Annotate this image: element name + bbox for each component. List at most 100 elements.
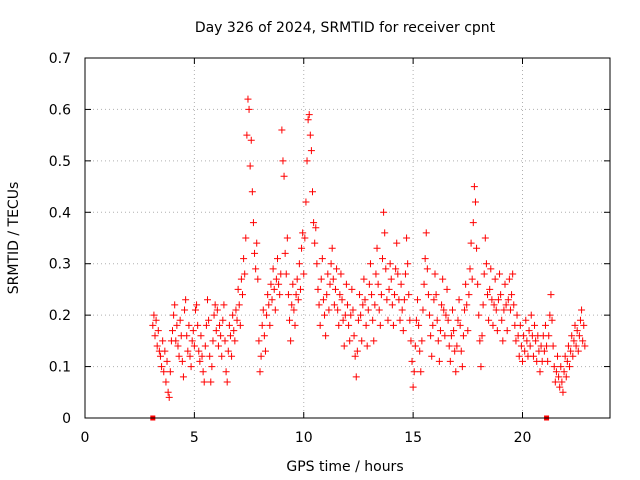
data-points bbox=[149, 95, 589, 421]
data-point bbox=[459, 332, 467, 340]
data-point bbox=[455, 296, 463, 304]
data-point bbox=[404, 260, 412, 268]
data-point bbox=[397, 280, 405, 288]
data-point bbox=[418, 337, 426, 345]
data-point bbox=[428, 352, 436, 360]
data-point bbox=[280, 172, 288, 180]
data-point bbox=[421, 255, 429, 263]
data-point bbox=[270, 285, 278, 293]
data-point bbox=[352, 373, 360, 381]
data-point bbox=[504, 296, 512, 304]
data-point bbox=[232, 306, 240, 314]
data-point bbox=[436, 327, 444, 335]
data-point bbox=[309, 188, 316, 196]
data-point bbox=[286, 316, 294, 324]
x-axis-title: GPS time / hours bbox=[286, 459, 403, 475]
data-point bbox=[165, 393, 173, 401]
data-point bbox=[338, 296, 346, 304]
data-point bbox=[491, 275, 499, 283]
data-point bbox=[261, 347, 269, 355]
data-point bbox=[412, 316, 420, 324]
data-point bbox=[420, 280, 428, 288]
data-point bbox=[241, 270, 249, 278]
data-point bbox=[240, 255, 248, 263]
data-point bbox=[159, 337, 167, 345]
data-point bbox=[546, 311, 554, 319]
data-point bbox=[234, 285, 242, 293]
data-point bbox=[226, 332, 234, 340]
y-tick-label: 0.1 bbox=[49, 360, 71, 376]
data-point bbox=[351, 352, 359, 360]
data-point bbox=[230, 327, 238, 335]
data-point bbox=[314, 285, 322, 293]
data-point bbox=[497, 291, 505, 299]
data-point bbox=[520, 332, 528, 340]
data-point bbox=[222, 368, 230, 376]
y-tick-label: 0.4 bbox=[49, 205, 71, 221]
data-point bbox=[549, 342, 557, 350]
data-point bbox=[281, 249, 289, 257]
data-point bbox=[440, 306, 448, 314]
data-point bbox=[154, 327, 162, 335]
data-point bbox=[468, 275, 476, 283]
data-point bbox=[361, 296, 369, 304]
data-point bbox=[181, 306, 189, 314]
data-point bbox=[267, 280, 275, 288]
data-point bbox=[291, 321, 299, 329]
data-point bbox=[527, 311, 535, 319]
data-point bbox=[467, 239, 475, 247]
data-point bbox=[499, 337, 507, 345]
data-point bbox=[496, 270, 504, 278]
y-tick-label: 0.7 bbox=[49, 51, 71, 67]
data-point bbox=[354, 316, 362, 324]
data-point bbox=[156, 352, 164, 360]
data-point bbox=[454, 316, 462, 324]
data-point bbox=[329, 275, 337, 283]
data-point bbox=[207, 378, 215, 386]
data-point bbox=[300, 270, 308, 278]
data-point bbox=[208, 363, 216, 371]
data-point bbox=[235, 301, 243, 309]
data-point bbox=[547, 291, 555, 299]
data-point bbox=[220, 301, 228, 309]
data-point bbox=[401, 270, 409, 278]
data-point bbox=[477, 363, 485, 371]
data-point bbox=[198, 352, 206, 360]
data-point bbox=[153, 342, 161, 350]
data-point bbox=[293, 275, 301, 283]
data-point bbox=[478, 332, 486, 340]
data-point bbox=[403, 234, 411, 242]
data-point bbox=[434, 337, 442, 345]
data-point bbox=[512, 337, 520, 345]
data-point bbox=[149, 321, 157, 329]
data-point bbox=[204, 296, 211, 304]
data-point bbox=[163, 357, 171, 365]
data-point bbox=[409, 383, 417, 391]
data-point bbox=[251, 249, 259, 257]
data-point bbox=[502, 301, 510, 309]
data-point bbox=[348, 285, 356, 293]
data-point bbox=[484, 291, 491, 299]
data-point bbox=[169, 327, 176, 335]
data-point bbox=[438, 301, 446, 309]
data-point bbox=[407, 337, 415, 345]
data-point bbox=[358, 337, 366, 345]
data-point bbox=[494, 296, 502, 304]
data-point bbox=[379, 255, 386, 263]
data-point bbox=[166, 368, 174, 376]
data-point bbox=[389, 321, 397, 329]
data-point bbox=[214, 342, 222, 350]
data-point bbox=[377, 291, 385, 299]
data-point bbox=[427, 332, 435, 340]
data-point bbox=[305, 111, 313, 119]
data-point bbox=[444, 316, 452, 324]
data-point bbox=[317, 275, 325, 283]
data-point bbox=[322, 332, 330, 340]
data-point bbox=[350, 332, 358, 340]
data-point bbox=[443, 285, 451, 293]
data-point bbox=[374, 280, 382, 288]
tick-labels: 0 5 10 15 20 0 0.1 0.2 0.3 0.4 0.5 0.6 0.7 bbox=[49, 51, 532, 446]
data-point bbox=[532, 337, 540, 345]
data-point bbox=[424, 291, 432, 299]
data-point bbox=[279, 157, 287, 165]
